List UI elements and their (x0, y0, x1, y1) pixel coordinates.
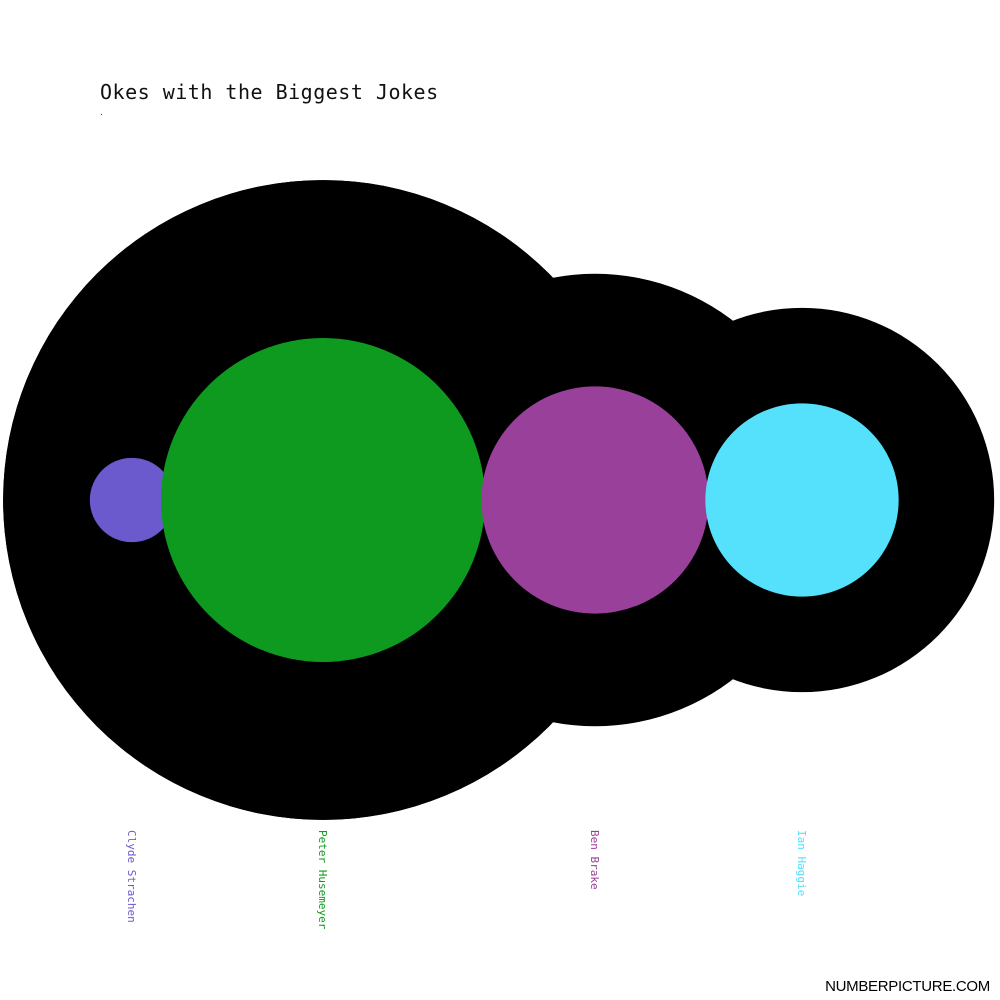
chart-title: Okes with the Biggest Jokes (100, 80, 439, 104)
chart-subtitle: . (100, 108, 103, 118)
series-label-4: Ian Haggie (795, 830, 808, 896)
footer-brand: NUMBERPICTURE.COM (825, 978, 990, 995)
inner-bubble-1 (89, 457, 175, 543)
inner-bubble-3 (481, 386, 709, 614)
inner-bubble-2 (160, 337, 486, 663)
series-label-1: Clyde Strachen (125, 830, 138, 923)
series-label-2: Peter Husemeyer (316, 830, 329, 930)
series-label-3: Ben Brake (588, 830, 601, 890)
inner-bubble-4 (705, 403, 899, 597)
